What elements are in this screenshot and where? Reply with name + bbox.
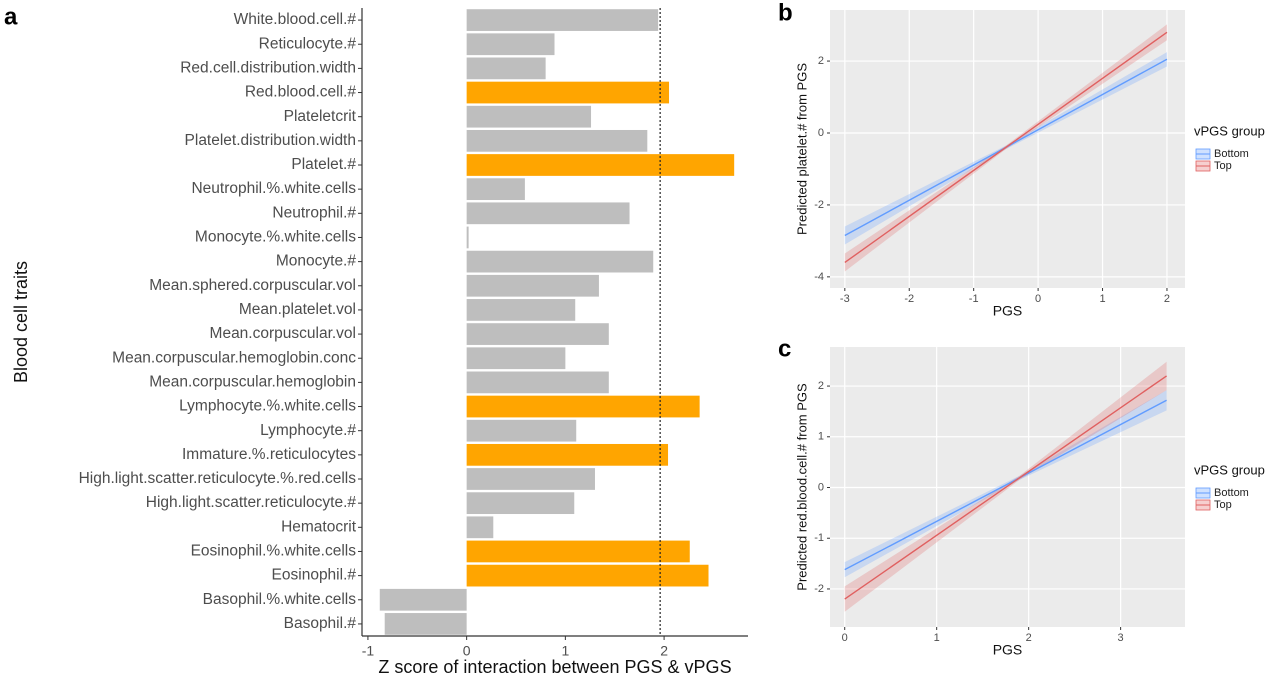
bar <box>466 129 648 152</box>
bar <box>466 250 654 273</box>
x-tick-label: -1 <box>362 643 375 659</box>
legend-title: vPGS group <box>1194 462 1265 477</box>
bar <box>466 154 735 176</box>
panel-label: a <box>4 3 18 30</box>
y-tick-label: 1 <box>818 431 824 443</box>
y-tick-label: Mean.sphered.corpuscular.vol <box>149 277 356 294</box>
x-tick-label: 1 <box>1099 293 1105 305</box>
series-line <box>844 31 1168 264</box>
bar <box>466 57 546 80</box>
x-tick-label: 0 <box>842 632 848 644</box>
confidence-band <box>844 52 1167 245</box>
series-line <box>844 375 1168 600</box>
bar <box>466 202 630 225</box>
y-tick-label: 2 <box>818 380 824 392</box>
bar <box>466 178 525 201</box>
x-tick-label: 2 <box>1164 293 1170 305</box>
x-tick-label: -1 <box>969 293 979 305</box>
y-tick-label: Reticulocyte.# <box>259 35 357 52</box>
y-axis-label: Blood cell traits <box>11 261 31 383</box>
x-axis-label: PGS <box>993 303 1023 319</box>
legend-label: Bottom <box>1214 487 1249 499</box>
y-tick-label: Red.blood.cell.# <box>245 84 357 101</box>
y-tick-label: Neutrophil.# <box>272 204 356 221</box>
y-tick-label: -4 <box>814 271 824 283</box>
y-tick-label: Lymphocyte.%.white.cells <box>179 398 356 415</box>
y-tick-label: High.light.scatter.reticulocyte.# <box>146 494 357 511</box>
y-tick-label: High.light.scatter.reticulocyte.%.red.ce… <box>79 470 357 487</box>
y-tick-label: Mean.corpuscular.vol <box>210 325 356 342</box>
panel-label: c <box>778 335 791 362</box>
bar <box>466 443 669 466</box>
y-tick-label: Monocyte.# <box>276 253 357 270</box>
y-tick-label: -2 <box>814 583 824 595</box>
x-tick-label: 0 <box>463 643 471 659</box>
bar <box>466 226 469 249</box>
y-tick-label: 0 <box>818 127 824 139</box>
y-tick-label: 0 <box>818 481 824 493</box>
legend-title: vPGS group <box>1194 123 1265 138</box>
y-tick-label: Mean.platelet.vol <box>239 301 356 318</box>
bar <box>466 274 599 297</box>
y-tick-label: -2 <box>814 199 824 211</box>
bar <box>466 540 690 563</box>
plot-background <box>830 10 1185 288</box>
bar <box>466 9 659 31</box>
bar <box>379 588 467 611</box>
bar <box>466 299 576 321</box>
bar <box>466 347 566 370</box>
y-tick-label: Eosinophil.%.white.cells <box>191 543 357 560</box>
bar <box>466 371 609 394</box>
panel-label: b <box>778 0 793 26</box>
y-tick-label: Plateletcrit <box>284 108 357 125</box>
y-tick-label: 2 <box>818 55 824 67</box>
y-axis-label: Predicted red.blood.cell.# from PGS <box>794 383 809 591</box>
x-axis-label: PGS <box>993 642 1023 658</box>
bar <box>466 323 609 345</box>
x-tick-label: 2 <box>660 643 668 659</box>
y-tick-label: Mean.corpuscular.hemoglobin <box>149 373 356 390</box>
confidence-band <box>844 390 1167 578</box>
x-tick-label: 0 <box>1035 293 1041 305</box>
bar <box>466 468 595 490</box>
y-tick-label: Platelet.# <box>291 156 356 173</box>
bar <box>466 105 592 128</box>
bar <box>466 516 494 539</box>
y-tick-label: White.blood.cell.# <box>234 11 357 28</box>
y-tick-label: Neutrophil.%.white.cells <box>191 180 356 197</box>
legend-label: Bottom <box>1214 148 1249 160</box>
y-axis-label: Predicted platelet.# from PGS <box>794 63 809 235</box>
y-tick-label: Basophil.%.white.cells <box>203 591 357 608</box>
bar <box>466 33 555 56</box>
x-tick-label: 2 <box>1026 632 1032 644</box>
x-tick-label: -2 <box>904 293 914 305</box>
y-tick-label: Lymphocyte.# <box>260 422 356 439</box>
y-tick-label: Monocyte.%.white.cells <box>195 229 356 246</box>
bar <box>466 81 670 104</box>
y-tick-label: Platelet.distribution.width <box>185 132 356 149</box>
legend-label: Top <box>1214 499 1232 511</box>
x-tick-label: -3 <box>840 293 850 305</box>
x-tick-label: 1 <box>934 632 940 644</box>
bar <box>466 419 577 442</box>
x-tick-label: 1 <box>561 643 569 659</box>
bar <box>466 564 709 587</box>
y-tick-label: Hematocrit <box>281 518 357 535</box>
bar <box>384 613 467 635</box>
bar <box>466 492 575 515</box>
x-tick-label: 3 <box>1118 632 1124 644</box>
legend-label: Top <box>1214 160 1232 172</box>
y-tick-label: Eosinophil.# <box>272 567 357 584</box>
y-tick-label: Red.cell.distribution.width <box>180 59 356 76</box>
y-tick-label: -1 <box>814 532 824 544</box>
x-axis-label: Z score of interaction between PGS & vPG… <box>378 657 731 677</box>
y-tick-label: Immature.%.reticulocytes <box>182 446 356 463</box>
y-tick-label: Mean.corpuscular.hemoglobin.conc <box>112 349 356 366</box>
y-tick-label: Basophil.# <box>284 615 357 632</box>
bar <box>466 395 700 418</box>
